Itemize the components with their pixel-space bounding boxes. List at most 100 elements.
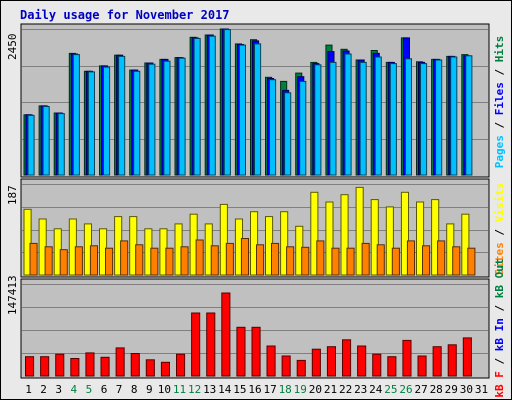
top-panel-pages-bar bbox=[314, 64, 322, 176]
middle-panel-sites-bar bbox=[74, 246, 83, 276]
middle-panel-sites-bar bbox=[422, 245, 431, 276]
bottom-panel-kb-f-bar bbox=[221, 292, 231, 377]
middle-panel-sites-bar bbox=[391, 247, 400, 276]
day-tick-label: 24 bbox=[369, 383, 383, 396]
top-panel-pages-bar bbox=[193, 38, 201, 176]
bottom-panel-kb-f-bar bbox=[372, 353, 382, 377]
top-panel-pages-bar bbox=[344, 53, 352, 176]
middle-panel-sites-bar bbox=[316, 240, 325, 276]
bottom-panel-kb-f-bar bbox=[251, 326, 261, 377]
day-tick-label: 31 bbox=[475, 383, 488, 396]
top-panel-pages-bar bbox=[269, 79, 277, 176]
bottom-panel-kb-f-bar bbox=[447, 344, 457, 377]
top-panel-pages-bar bbox=[389, 63, 397, 176]
day-tick-label: 11 bbox=[173, 383, 186, 396]
middle-panel-sites-bar bbox=[406, 240, 415, 276]
top-panel-pages-bar bbox=[465, 55, 473, 176]
middle-panel-sites-bar bbox=[240, 238, 249, 276]
middle-panel-visits-bar bbox=[416, 201, 425, 276]
bottom-panel-kb-f-bar bbox=[100, 356, 110, 377]
middle-panel-sites-bar bbox=[452, 246, 461, 276]
day-tick-label: 18 bbox=[279, 383, 292, 396]
middle-panel-sites-bar bbox=[301, 246, 310, 276]
middle-panel-sites-bar bbox=[286, 246, 295, 276]
legend-entry: / bbox=[493, 115, 506, 135]
day-tick-label: 4 bbox=[70, 383, 77, 396]
chart-title: Daily usage for November 2017 bbox=[20, 8, 230, 22]
day-tick-label: 16 bbox=[248, 383, 261, 396]
top-panel-pages-bar bbox=[359, 61, 367, 176]
day-tick-label: 7 bbox=[116, 383, 123, 396]
top-panel-pages-bar bbox=[420, 63, 428, 176]
middle-panel-sites-bar bbox=[29, 242, 38, 276]
top-panel-pages-bar bbox=[118, 55, 126, 176]
bottom-panel-kb-f-bar bbox=[206, 312, 216, 377]
top-panel-pages-bar bbox=[299, 80, 307, 176]
top-panel-pages-bar bbox=[148, 63, 156, 176]
top-panel-max-label: 2450 bbox=[6, 34, 19, 61]
day-tick-label: 17 bbox=[263, 383, 276, 396]
middle-panel-visits-bar bbox=[219, 203, 228, 276]
middle-panel-sites-bar bbox=[150, 247, 159, 276]
bottom-panel-kb-f-bar bbox=[281, 355, 291, 377]
top-panel-pages-bar bbox=[133, 70, 141, 176]
day-tick-label: 3 bbox=[55, 383, 62, 396]
day-tick-label: 23 bbox=[354, 383, 367, 396]
top-panel-pages-bar bbox=[254, 43, 262, 176]
bottom-panel-kb-f-bar bbox=[85, 352, 95, 377]
legend-entry: Visits bbox=[493, 183, 506, 223]
day-tick-label: 29 bbox=[445, 383, 458, 396]
middle-panel-legend: Sites / Visits bbox=[493, 183, 506, 276]
day-tick-label: 2 bbox=[40, 383, 47, 396]
middle-panel-sites-bar bbox=[59, 249, 68, 276]
day-tick-label: 26 bbox=[399, 383, 412, 396]
top-panel-pages-bar bbox=[329, 61, 337, 176]
middle-panel-visits-bar bbox=[400, 191, 409, 276]
bottom-panel-kb-f-bar bbox=[160, 361, 170, 377]
bottom-panel-kb-f-bar bbox=[70, 358, 80, 377]
day-tick-label: 6 bbox=[101, 383, 108, 396]
top-panel-pages-bar bbox=[27, 114, 35, 176]
bottom-panel-kb-f-bar bbox=[145, 359, 155, 377]
middle-panel-visits-bar bbox=[250, 211, 259, 276]
bottom-panel-kb-f-bar bbox=[191, 312, 201, 377]
legend-entry: Sites bbox=[493, 242, 506, 275]
top-panel-pages-bar bbox=[72, 54, 80, 176]
middle-panel-sites-bar bbox=[437, 240, 446, 276]
middle-panel-sites-bar bbox=[361, 242, 370, 276]
bottom-panel-kb-f-bar bbox=[342, 339, 352, 377]
day-tick-label: 8 bbox=[131, 383, 138, 396]
middle-panel-sites-bar bbox=[165, 247, 174, 276]
bottom-panel-kb-f-bar bbox=[176, 353, 186, 377]
top-panel-pages-bar bbox=[374, 56, 382, 176]
legend-entry: Hits bbox=[493, 36, 506, 63]
top-panel-pages-bar bbox=[223, 29, 231, 176]
middle-panel-visits-bar bbox=[23, 208, 32, 276]
top-panel-pages-bar bbox=[103, 66, 111, 176]
day-tick-label: 9 bbox=[146, 383, 153, 396]
legend-entry: kB Out bbox=[493, 258, 506, 298]
middle-panel-visits-bar bbox=[461, 213, 470, 276]
bottom-panel-kb-f-bar bbox=[326, 346, 336, 377]
bottom-panel-max-label: 147413 bbox=[6, 275, 19, 315]
middle-panel-sites-bar bbox=[89, 245, 99, 276]
day-tick-label: 14 bbox=[218, 383, 232, 396]
day-tick-label: 21 bbox=[324, 383, 337, 396]
middle-panel-visits-bar bbox=[340, 194, 349, 276]
middle-panel-sites-bar bbox=[135, 244, 144, 276]
bottom-panel-kb-f-bar bbox=[387, 356, 397, 377]
top-panel-pages-bar bbox=[178, 57, 186, 176]
bottom-panel-kb-f-bar bbox=[236, 326, 246, 377]
legend-entry: Files bbox=[493, 82, 506, 115]
legend-entry: kB F bbox=[493, 371, 506, 398]
top-panel-pages-bar bbox=[87, 71, 96, 176]
bottom-panel-kb-f-bar bbox=[357, 345, 367, 377]
day-tick-label: 10 bbox=[158, 383, 171, 396]
top-panel-pages-bar bbox=[404, 58, 412, 176]
middle-panel-sites-bar bbox=[210, 245, 219, 276]
top-panel-pages-bar bbox=[163, 60, 171, 176]
bottom-panel-kb-f-bar bbox=[432, 346, 442, 377]
middle-panel-sites-bar bbox=[346, 247, 355, 276]
middle-panel-sites-bar bbox=[331, 247, 340, 276]
